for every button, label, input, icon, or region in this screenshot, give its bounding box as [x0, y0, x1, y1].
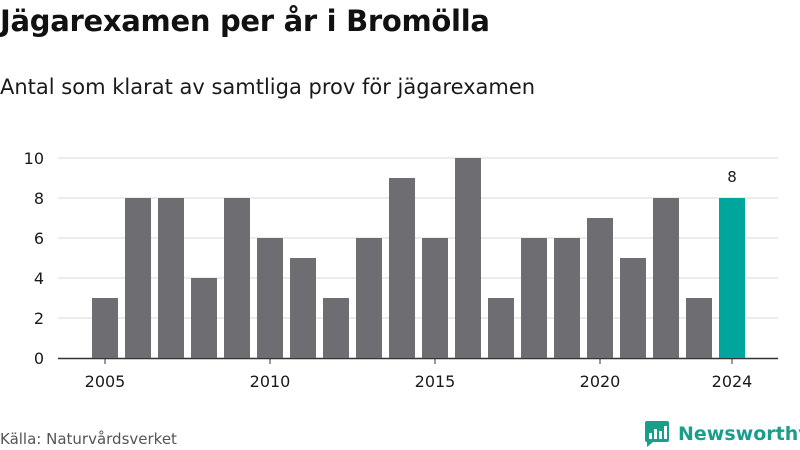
source-note: Källa: Naturvårdsverket: [0, 430, 177, 448]
bar-2016: [455, 158, 481, 358]
bar-2008: [191, 278, 217, 358]
bar-2013: [356, 238, 382, 358]
x-tick-label: 2005: [85, 372, 126, 391]
bar-2019: [554, 238, 580, 358]
bar-2018: [521, 238, 547, 358]
brand-name: Newsworthy: [678, 423, 800, 445]
bar-2007: [158, 198, 184, 358]
chart-subtitle: Antal som klarat av samtliga prov för jä…: [0, 75, 536, 99]
bar-2014: [389, 178, 415, 358]
y-tick-label: 6: [34, 229, 44, 248]
bar-2020: [587, 218, 613, 358]
bar-chart: 0 2 4 6 8 10 8 2005 2010 2015 2020 2024: [24, 149, 778, 391]
brand-logo: Newsworthy: [644, 420, 800, 448]
x-tick-label: 2010: [250, 372, 291, 391]
data-label-2024: 8: [727, 168, 737, 186]
bar-2023: [686, 298, 712, 358]
newsworthy-logo-icon: [645, 421, 669, 447]
bar-2024: [719, 198, 745, 358]
bar-2021: [620, 258, 646, 358]
bar-2022: [653, 198, 679, 358]
bar-2005: [92, 298, 118, 358]
x-tick-label: 2024: [712, 372, 753, 391]
bar-2012: [323, 298, 349, 358]
labels: 0 2 4 6 8 10 8 2005 2010 2015 2020 2024: [24, 149, 753, 391]
y-tick-label: 10: [24, 149, 44, 168]
y-tick-label: 4: [34, 269, 44, 288]
bar-2017: [488, 298, 514, 358]
chart-title: Jägarexamen per år i Bromölla: [0, 4, 490, 38]
bar-2015: [422, 238, 448, 358]
bar-2011: [290, 258, 316, 358]
y-tick-label: 8: [34, 189, 44, 208]
x-tick-label: 2015: [415, 372, 456, 391]
bar-2006: [125, 198, 151, 358]
x-tick-label: 2020: [580, 372, 621, 391]
bar-2009: [224, 198, 250, 358]
bar-2010: [257, 238, 283, 358]
y-tick-label: 2: [34, 309, 44, 328]
bars: [92, 158, 745, 358]
y-tick-label: 0: [34, 349, 44, 368]
